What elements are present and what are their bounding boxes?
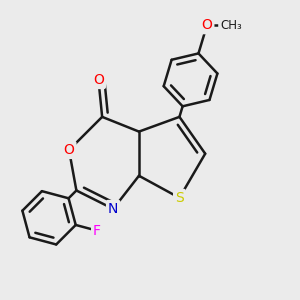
Text: O: O [64, 143, 74, 157]
Text: O: O [202, 18, 212, 32]
Text: CH₃: CH₃ [220, 19, 242, 32]
Text: O: O [93, 73, 104, 87]
Text: F: F [93, 224, 101, 238]
Text: S: S [175, 191, 184, 205]
Text: N: N [108, 202, 119, 216]
